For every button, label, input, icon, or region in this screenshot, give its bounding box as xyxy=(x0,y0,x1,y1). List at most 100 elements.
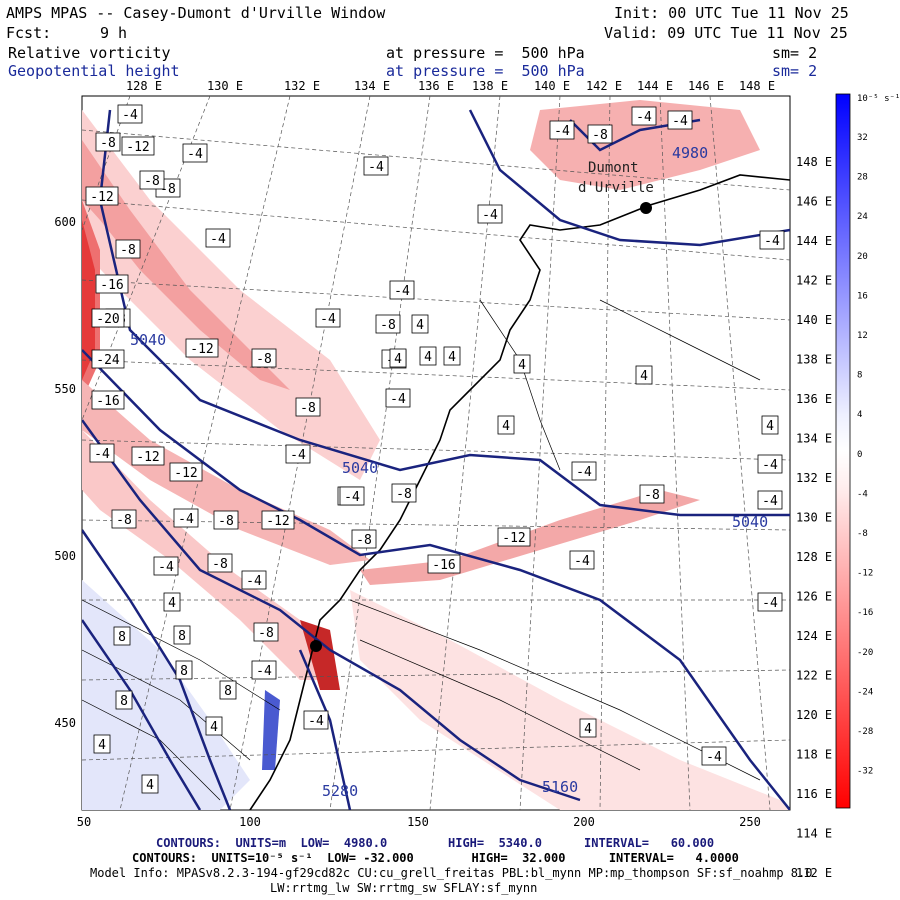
svg-text:-4: -4 xyxy=(576,465,592,480)
vort-label: 4 xyxy=(513,354,531,374)
right-lon-label: 138 E xyxy=(796,353,832,367)
svg-text:-4: -4 xyxy=(94,447,110,462)
svg-text:-12: -12 xyxy=(136,450,159,465)
right-lon-label: 128 E xyxy=(796,550,832,564)
colorbar xyxy=(835,93,851,809)
svg-text:4: 4 xyxy=(448,350,456,365)
init-time: Init: 00 UTC Tue 11 Nov 25 xyxy=(614,4,849,22)
right-longitude-labels: 148 E 146 E 144 E 142 E 140 E 138 E 136 E 134 E… xyxy=(796,155,832,880)
top-lon-label: 140 E xyxy=(534,79,570,93)
top-lon-label: 128 E xyxy=(126,79,162,93)
top-lon-label: 134 E xyxy=(354,79,390,93)
svg-text:-12: -12 xyxy=(126,140,149,155)
vort-contours xyxy=(82,299,761,801)
svg-text:-16: -16 xyxy=(96,394,119,409)
right-lon-label: 122 E xyxy=(796,669,832,683)
svg-text:4: 4 xyxy=(210,720,218,735)
vort-label-boxes: -4 -8 -4 -8 -12 -4 -8 -12 -8 -16 -4 -8 -20 -24 -4 -12 -8… xyxy=(85,104,785,794)
x-tick-label: 100 xyxy=(239,815,261,829)
vort-label: -4 xyxy=(549,120,575,140)
svg-text:-4: -4 xyxy=(394,284,410,299)
svg-text:-8: -8 xyxy=(212,557,228,572)
vort-label: -4 xyxy=(89,443,115,463)
vort-label: -4 xyxy=(285,444,311,464)
vort-label: -4 xyxy=(759,230,785,250)
vort-label: -4 xyxy=(631,106,657,126)
neg-vort-core-west-inner xyxy=(82,220,95,380)
svg-text:4: 4 xyxy=(584,722,592,737)
right-lon-label: 148 E xyxy=(796,155,832,169)
svg-text:-4: -4 xyxy=(256,664,272,679)
right-lon-label: 130 E xyxy=(796,511,832,525)
svg-text:-4: -4 xyxy=(158,560,174,575)
top-lon-label: 144 E xyxy=(637,79,673,93)
y-axis: 600 550 500 450 xyxy=(54,215,76,730)
vort-label: -4 xyxy=(569,550,595,570)
vort-label: -16 xyxy=(91,390,125,410)
vort-label: 4 xyxy=(419,346,437,366)
vort-label: -8 xyxy=(639,484,665,504)
right-lon-label: 116 E xyxy=(796,787,832,801)
svg-text:-4: -4 xyxy=(246,574,262,589)
vort-label: -12 xyxy=(131,446,165,466)
footer-radiation-info: LW:rrtmg_lw SW:rrtmg_sw SFLAY:sf_mynn xyxy=(270,881,538,895)
vort-label: -4 xyxy=(667,110,693,130)
svg-text:-8: -8 xyxy=(218,514,234,529)
field1-smoothing: sm= 2 xyxy=(772,44,818,62)
neg-vort-band-north xyxy=(82,110,380,480)
vort-label: -4 xyxy=(571,461,597,481)
place-label-line2: d'Urville xyxy=(578,180,654,196)
top-lon-label: 132 E xyxy=(284,79,320,93)
svg-text:8: 8 xyxy=(118,630,126,645)
vort-label: 4 xyxy=(635,365,653,385)
neg-vort-band-south xyxy=(82,430,330,680)
height-label: 5280 xyxy=(322,782,358,800)
svg-text:-8: -8 xyxy=(144,174,160,189)
neg-vort-south-east xyxy=(350,590,790,810)
x-tick-label: 200 xyxy=(573,815,595,829)
footer-vort-contours: CONTOURS: UNITS=10⁻⁵ s⁻¹ LOW= -32.000 HI… xyxy=(132,851,739,865)
svg-text:-8: -8 xyxy=(258,626,274,641)
right-lon-label: 132 E xyxy=(796,471,832,485)
field2-level: at pressure = 500 hPa xyxy=(386,62,585,80)
height-labels: 5040 5040 5040 4980 5160 5280 xyxy=(130,144,768,800)
vort-label: -20 xyxy=(91,308,125,328)
svg-text:-4: -4 xyxy=(122,108,138,123)
vort-label: 4 xyxy=(205,716,223,736)
station-marker-casey xyxy=(310,640,322,652)
svg-text:-4: -4 xyxy=(706,750,722,765)
height-label: 5040 xyxy=(342,459,378,477)
vort-label: -4 xyxy=(701,746,727,766)
vort-label: -4 xyxy=(385,388,411,408)
vort-label: 8 xyxy=(173,625,191,645)
vort-label: -8 xyxy=(95,132,121,152)
vort-label: -4 xyxy=(241,570,267,590)
colorbar-label: -32 xyxy=(857,767,873,777)
vort-label: -12 xyxy=(169,462,203,482)
svg-text:4: 4 xyxy=(502,419,510,434)
colorbar-label: 0 xyxy=(857,450,862,460)
colorbar-label: -8 xyxy=(857,529,868,539)
vort-label: -4 xyxy=(251,660,277,680)
svg-text:-4: -4 xyxy=(672,114,688,129)
svg-text:4: 4 xyxy=(424,350,432,365)
svg-text:4: 4 xyxy=(416,318,424,333)
vort-label: -8 xyxy=(111,509,137,529)
vort-label: -24 xyxy=(91,349,125,369)
vort-label: -8 xyxy=(587,124,613,144)
svg-text:-20: -20 xyxy=(96,312,119,327)
svg-text:-8: -8 xyxy=(380,318,396,333)
footer-model-info: Model Info: MPASv8.2.3-194-gf29cd82c CU:… xyxy=(90,866,813,880)
svg-text:-4: -4 xyxy=(210,232,226,247)
map-content: Dumont d'Urville 5040 5040 5040 4980 516… xyxy=(82,96,790,810)
colorbar-label: 16 xyxy=(857,291,868,301)
footer-height-interval: INTERVAL= 60.000 xyxy=(584,836,715,850)
top-lon-label: 146 E xyxy=(688,79,724,93)
vort-label: -4 xyxy=(117,104,143,124)
vort-label: -4 xyxy=(182,143,208,163)
svg-text:-4: -4 xyxy=(636,110,652,125)
colorbar-label: 24 xyxy=(857,212,868,222)
vort-label: -8 xyxy=(253,622,279,642)
colorbar-labels: 32 28 24 20 16 12 8 4 0 -4 -8 -12 -16 -20 -24 -28 -32 xyxy=(857,133,873,777)
